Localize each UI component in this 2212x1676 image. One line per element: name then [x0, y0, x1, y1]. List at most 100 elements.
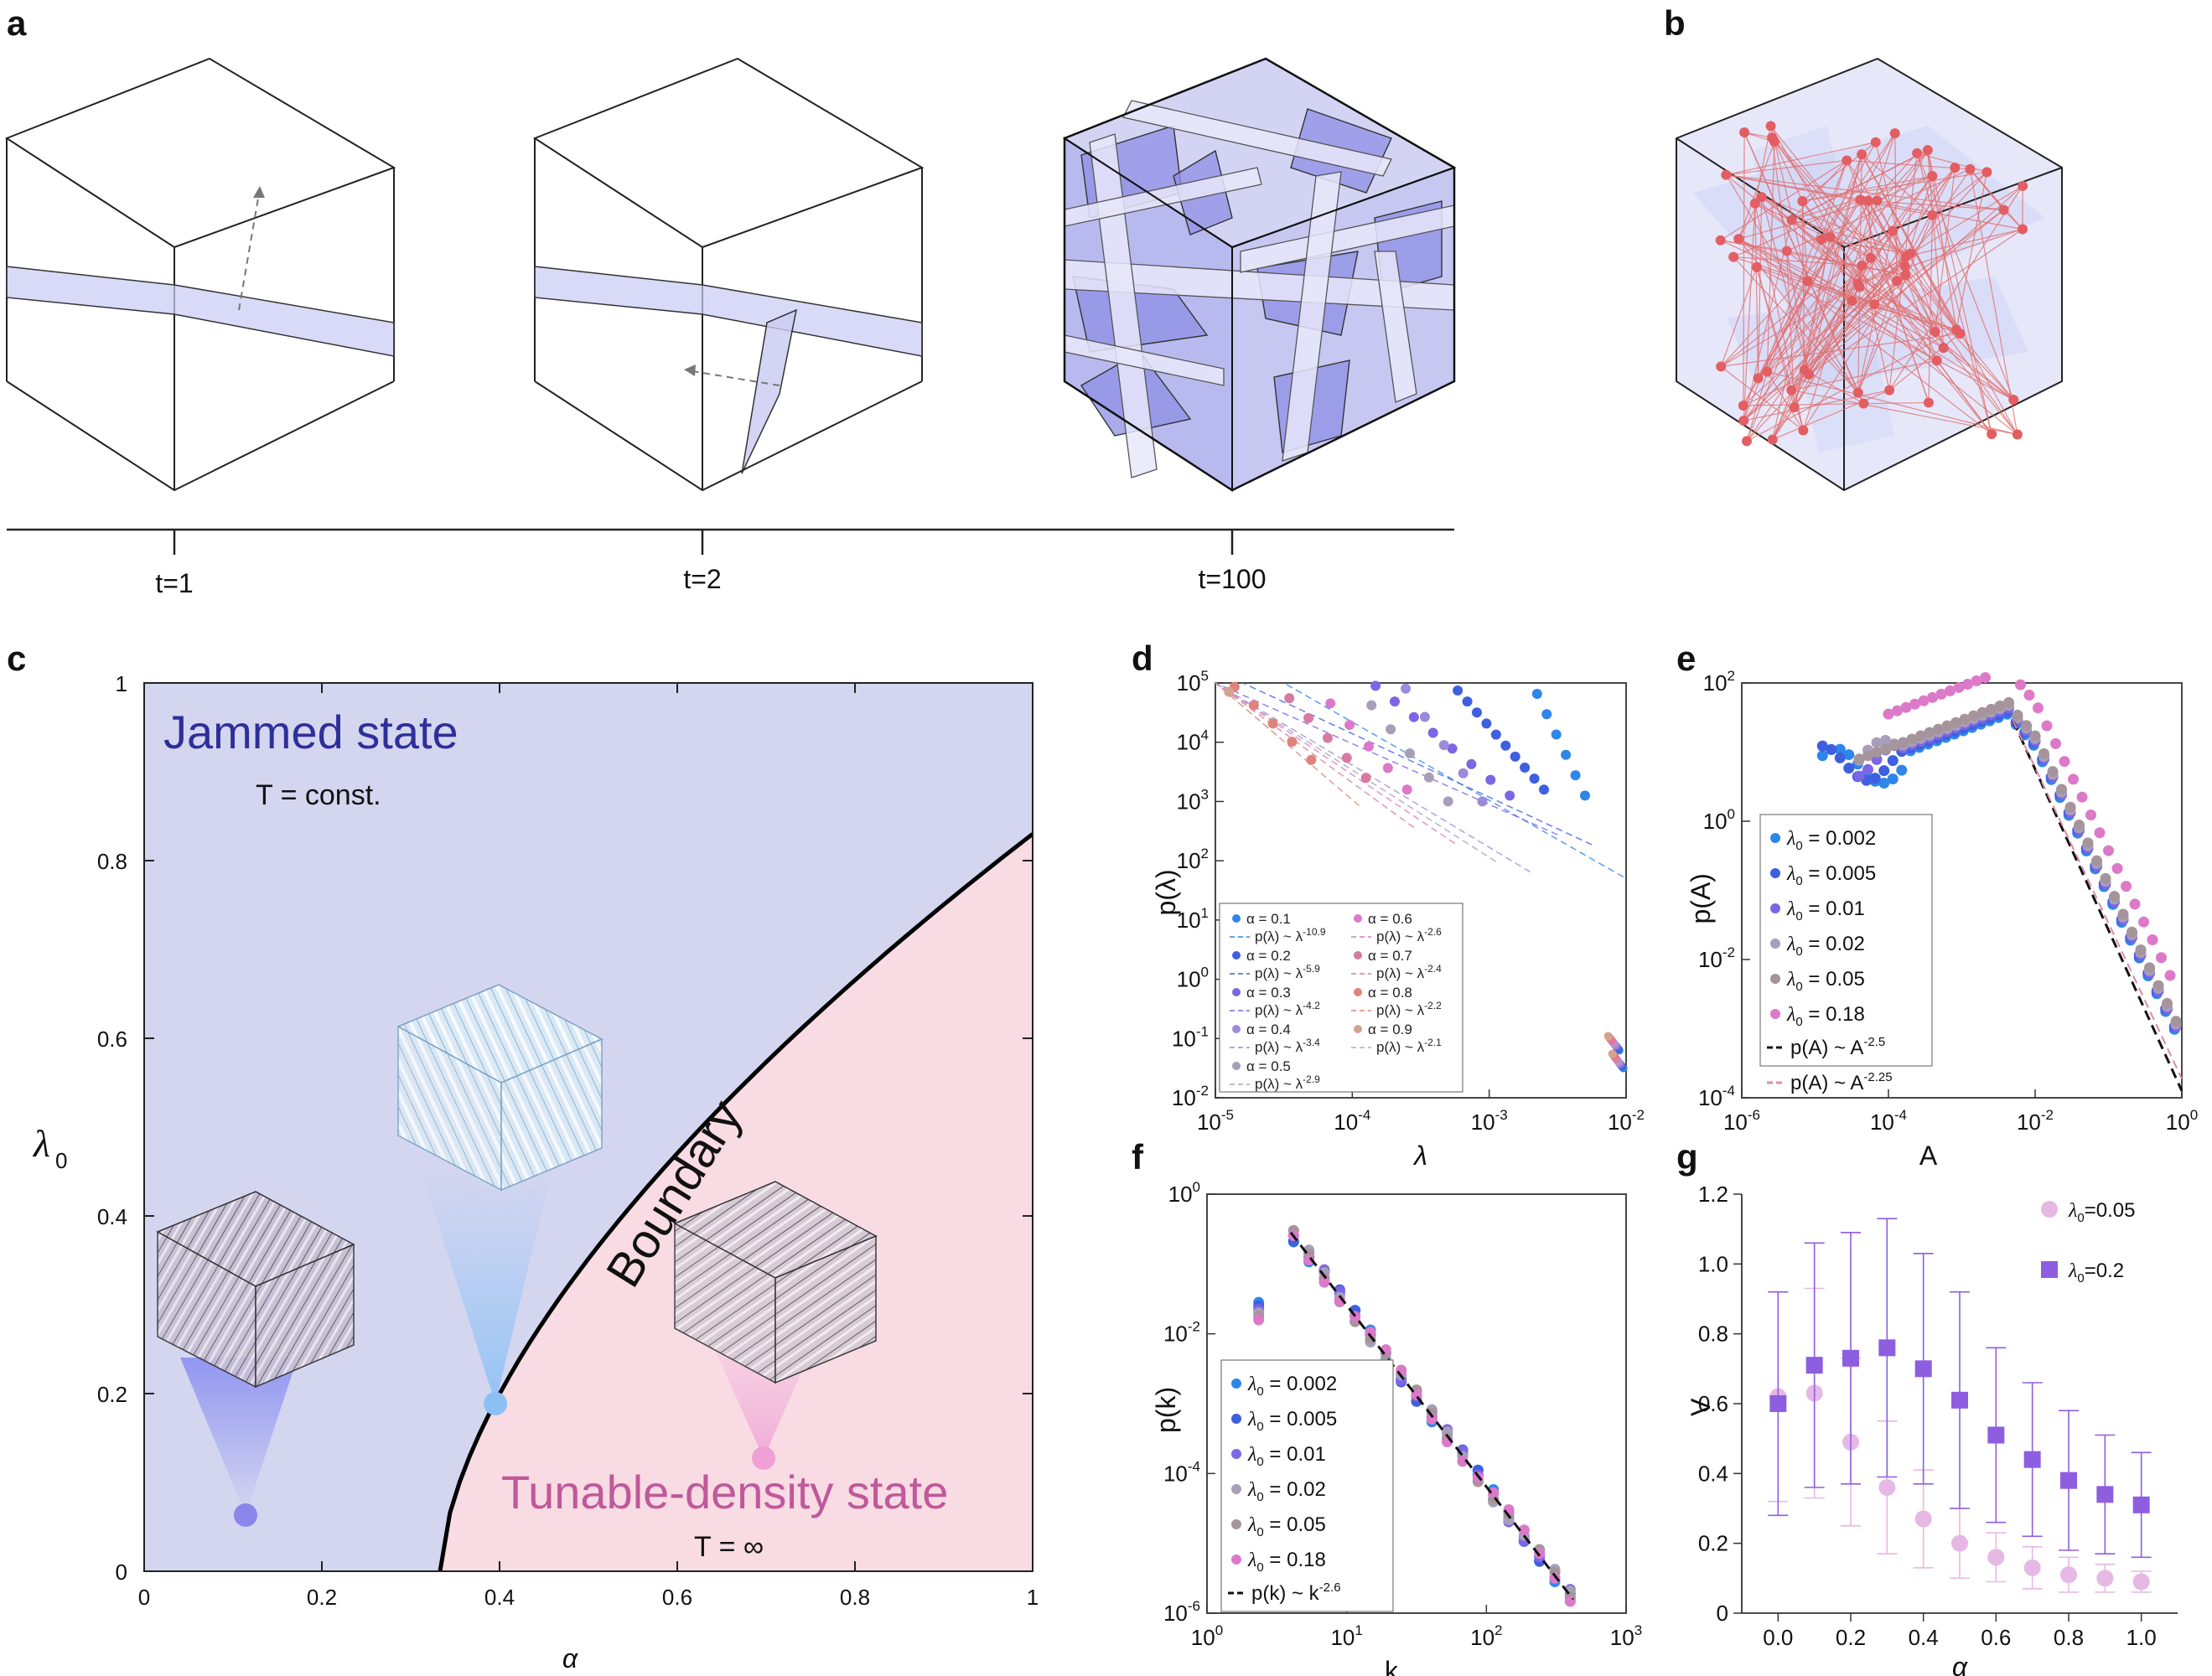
network-node [1862, 195, 1873, 206]
g-xtick-label: 1.0 [2127, 1625, 2157, 1650]
d-legend-marker [1232, 951, 1241, 960]
f-legend-marker [1231, 1379, 1241, 1389]
d-xtick-label: 10-5 [1197, 1107, 1234, 1135]
d-point [1408, 711, 1419, 722]
c-xtick-label: 0.8 [840, 1585, 870, 1610]
network-node [1987, 428, 1997, 439]
d-legend-marker [1232, 1025, 1241, 1033]
d-point [1363, 741, 1374, 752]
d-point [1481, 718, 1492, 729]
e-point [1816, 740, 1828, 752]
cube-t100 [1062, 57, 1457, 492]
e-point [1898, 737, 1909, 748]
g-legend-marker-square [2041, 1261, 2058, 1278]
network-node [1922, 145, 1933, 156]
network-edge [1791, 360, 1937, 391]
network-edge [1804, 274, 1906, 370]
d-point [1401, 683, 1412, 694]
d-legend-marker [1354, 951, 1362, 960]
e-xtick-label: 10-4 [1870, 1107, 1907, 1135]
cube-t1 [4, 57, 396, 492]
network-node [1951, 324, 1962, 335]
d-point [1325, 698, 1336, 709]
e-point [1976, 706, 1988, 718]
d-xtick-label: 10-2 [1608, 1107, 1645, 1135]
mini-cube-tunable [673, 1181, 878, 1384]
f-legend-label: λ0 = 0.02 [1247, 1478, 1326, 1504]
e-point [1878, 777, 1890, 789]
e-point [1971, 675, 1982, 687]
g-xtick-label: 0.0 [1763, 1625, 1793, 1650]
d-point [1561, 749, 1572, 760]
network-edge [1756, 266, 2014, 401]
f-point [1518, 1524, 1530, 1536]
network-edge [1905, 185, 2023, 257]
e-point [1900, 701, 1912, 713]
d-point [1603, 1032, 1613, 1041]
network-node [1728, 251, 1739, 262]
d-ytick-label: 100 [1177, 965, 1209, 992]
d-point [1466, 758, 1477, 769]
network-edge [1927, 150, 1945, 349]
e-point [1887, 755, 1899, 767]
network-edge [1802, 175, 1933, 202]
e-legend-fit-label: p(A) ~ A-2.25 [1790, 1070, 1893, 1094]
network-node [1872, 195, 1883, 206]
network-node [1889, 128, 1900, 139]
network-node [1931, 355, 1942, 366]
g-point-circle [1951, 1534, 1968, 1552]
d-legend-alpha: α = 0.2 [1246, 948, 1291, 964]
d-xtick-label: 10-4 [1334, 1107, 1370, 1135]
e-legend-label: λ0 = 0.005 [1786, 862, 1876, 888]
panel-label-e: e [1676, 639, 1696, 678]
g-xtick-label: 0.4 [1909, 1625, 1939, 1650]
network-edge [1743, 132, 1859, 393]
tunable-state-title: Tunable-density state [501, 1466, 948, 1518]
d-ytick-label: 104 [1177, 727, 1209, 755]
c-ytick-label: 1 [116, 671, 127, 696]
f-legend-marker [1231, 1414, 1241, 1424]
network-edge [1743, 253, 1911, 422]
g-point-circle [2132, 1573, 2150, 1591]
e-point [2103, 845, 2114, 856]
g-xtick-label: 0.2 [1836, 1625, 1866, 1650]
d-point [1505, 790, 1515, 801]
network-edge [1757, 197, 1763, 379]
network-edge [1754, 203, 1759, 379]
c-xtick-label: 0.4 [484, 1585, 515, 1610]
network-edge [1738, 238, 1992, 435]
network-edge [1857, 282, 2014, 401]
network-edge [1766, 239, 1822, 372]
timeline-tick-t100: t=100 [1199, 564, 1267, 594]
network-node [1870, 137, 1881, 147]
g-point-square [1914, 1360, 1932, 1378]
f-ylabel: p(k) [1151, 1387, 1181, 1433]
timeline-tick-t2: t=2 [683, 564, 721, 594]
e-point [1883, 708, 1894, 720]
d-fit-line [1215, 682, 1558, 835]
network-edge [1888, 185, 2023, 391]
f-xtick-label: 103 [1610, 1622, 1642, 1650]
network-node [2008, 394, 2019, 405]
d-legend-marker [1232, 914, 1241, 923]
network-node [1741, 436, 1752, 447]
f-xtick-label: 100 [1191, 1622, 1223, 1650]
panel-label-a: a [7, 3, 27, 43]
e-fit-line [2012, 720, 2183, 1079]
c-ytick-label: 0.6 [97, 1027, 127, 1052]
d-point [1458, 768, 1469, 779]
f-point [1411, 1389, 1422, 1400]
panel-f-chart: 100 101 102 103 10-6 10-4 10-2 100 k p(k) λ0 = 0.0… [1151, 1179, 1642, 1676]
network-node [1869, 299, 1880, 310]
network-node [1842, 155, 1852, 166]
e-point [1962, 678, 1973, 690]
d-point [1386, 724, 1396, 735]
e-point [2059, 756, 2070, 768]
f-point [1457, 1456, 1469, 1467]
network-node [1716, 361, 1727, 372]
e-point [2003, 696, 2014, 708]
g-ytick-label: 0.2 [1698, 1531, 1728, 1556]
g-xtick-label: 0.6 [1981, 1625, 2011, 1650]
network-edge [1791, 160, 1847, 220]
